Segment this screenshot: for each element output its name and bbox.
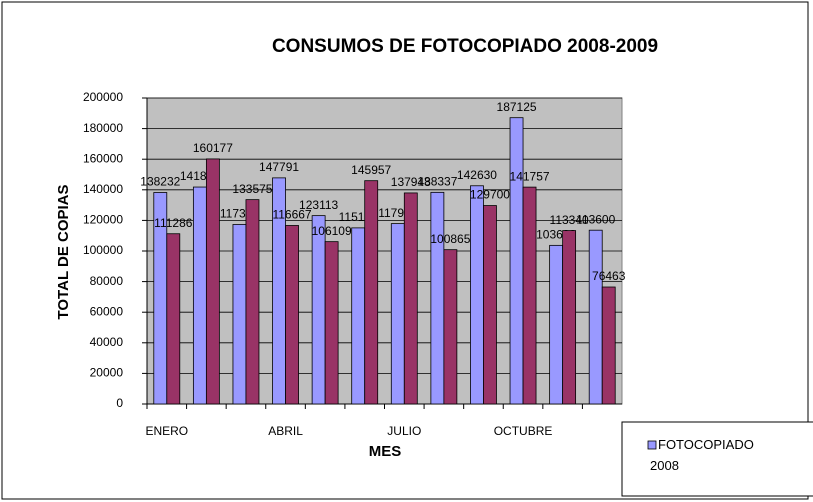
bar: [232, 224, 247, 405]
data-label: 100865: [430, 232, 470, 246]
data-label: 133575: [232, 182, 272, 196]
y-tick-label: 120000: [83, 213, 123, 227]
y-tick-label: 140000: [83, 182, 123, 196]
y-tick-label: 60000: [90, 304, 124, 318]
bar: [443, 249, 458, 405]
bar: [509, 117, 524, 405]
legend: [621, 421, 813, 497]
bar: [470, 185, 484, 405]
bar: [403, 192, 418, 405]
y-tick-label: 180000: [83, 121, 123, 135]
legend-label: FOTOCOPIADO 2008: [650, 437, 754, 473]
y-tick-label: 100000: [83, 243, 123, 257]
x-tick-label: OCTUBRE: [494, 424, 553, 438]
data-label: 142630: [457, 168, 497, 182]
data-label: 76463: [592, 269, 626, 283]
data-label: 113600: [576, 212, 615, 226]
y-tick-label: 200000: [83, 90, 123, 104]
data-label: 138337: [417, 175, 457, 189]
bar: [192, 186, 207, 405]
x-tick-label: JULIO: [387, 424, 421, 438]
data-label: 137948: [391, 175, 431, 189]
bar: [390, 223, 405, 405]
bar: [562, 230, 577, 405]
bar: [285, 225, 299, 405]
data-label: 145957: [351, 163, 391, 177]
bar: [430, 191, 445, 405]
data-label: 111286: [154, 216, 193, 230]
data-label: 106109: [312, 224, 352, 238]
data-label: 138232: [140, 175, 180, 189]
bar: [549, 244, 564, 405]
x-tick-label: ENERO: [145, 424, 188, 438]
y-tick-label: 40000: [90, 335, 124, 349]
data-label: 123113: [299, 198, 338, 212]
bar: [324, 241, 339, 405]
legend-swatch: [647, 440, 657, 450]
bar: [351, 227, 366, 405]
data-label: 147791: [259, 160, 299, 174]
bar: [483, 205, 497, 405]
y-tick-label: 160000: [83, 151, 123, 165]
y-axis-label: TOTAL DE COPIAS: [55, 184, 72, 319]
data-label: 129700: [470, 188, 510, 202]
bar: [166, 233, 181, 405]
bar: [364, 180, 379, 405]
x-tick-label: ABRIL: [268, 424, 303, 438]
x-axis-label: MES: [369, 443, 402, 460]
data-label: 116667: [272, 208, 311, 222]
bar: [522, 186, 537, 405]
chart-title: CONSUMOS DE FOTOCOPIADO 2008-2009: [272, 36, 658, 57]
bar: [205, 158, 220, 405]
data-label: 113340: [550, 213, 589, 227]
bar: [601, 286, 616, 405]
data-label: 160177: [193, 141, 233, 155]
bar: [588, 229, 603, 405]
data-label: 141757: [510, 169, 550, 183]
y-tick-label: 80000: [90, 274, 124, 288]
y-tick-label: 0: [116, 396, 123, 410]
y-tick-label: 20000: [90, 366, 124, 380]
bar: [245, 199, 260, 405]
data-label: 187125: [497, 100, 537, 114]
bar: [311, 215, 326, 405]
